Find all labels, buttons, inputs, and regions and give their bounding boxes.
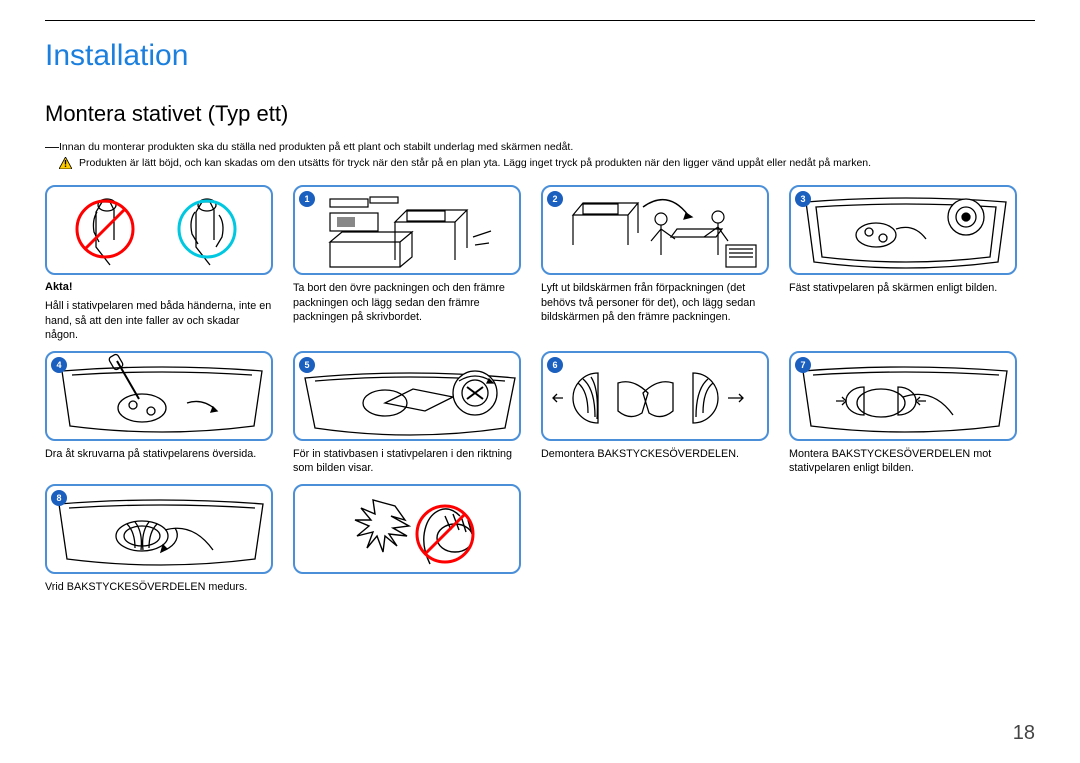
step-final-cell [293, 484, 521, 595]
step-badge-6: 6 [547, 357, 563, 373]
empty-cell-1 [541, 484, 769, 595]
illus-1: 1 [293, 185, 521, 275]
step-7-caption: Montera BAKSTYCKESÖVERDELEN mot stativpe… [789, 447, 1017, 476]
step-5-cell: 5 För in stativbasen i stativpelaren i d… [293, 351, 521, 476]
illus-5: 5 [293, 351, 521, 441]
step-6-caption: Demontera BAKSTYCKESÖVERDELEN. [541, 447, 769, 462]
step-3-caption: Fäst stativpelaren på skärmen enligt bil… [789, 281, 1017, 296]
page-number: 18 [1013, 722, 1035, 745]
step-8-cell: 8 Vrid BAKSTYCKESÖVERDELEN medurs. [45, 484, 273, 595]
top-rule [45, 20, 1035, 21]
illus-2: 2 [541, 185, 769, 275]
caution-cell: Akta! Håll i stativpelaren med båda händ… [45, 185, 273, 343]
step-badge-4: 4 [51, 357, 67, 373]
warning-icon [59, 157, 73, 169]
step-1-caption: Ta bort den övre packningen och den främ… [293, 281, 521, 325]
illus-8: 8 [45, 484, 273, 574]
section-subtitle: Montera stativet (Typ ett) [45, 101, 1035, 127]
step-3-cell: 3 Fäst stativpel [789, 185, 1017, 343]
step-5-caption: För in stativbasen i stativpelaren i den… [293, 447, 521, 476]
step-7-cell: 7 Montera BAKSTYCKESÖVERDELEN mot stat [789, 351, 1017, 476]
step-badge-7: 7 [795, 357, 811, 373]
step-badge-5: 5 [299, 357, 315, 373]
step-1-cell: 1 Ta bort den öv [293, 185, 521, 343]
caution-title: Akta! [45, 281, 273, 293]
illus-7: 7 [789, 351, 1017, 441]
page-title: Installation [45, 39, 1035, 73]
steps-grid: Akta! Håll i stativpelaren med båda händ… [45, 185, 1035, 594]
step-8-caption: Vrid BAKSTYCKESÖVERDELEN medurs. [45, 580, 273, 595]
empty-cell-2 [789, 484, 1017, 595]
step-2-caption: Lyft ut bildskärmen från förpackningen (… [541, 281, 769, 325]
step-badge-2: 2 [547, 191, 563, 207]
step-badge-3: 3 [795, 191, 811, 207]
step-4-cell: 4 Dra åt skruvarna på stativpelarens ö [45, 351, 273, 476]
note-dash-icon: ― [45, 141, 59, 151]
illus-final [293, 484, 521, 574]
caution-caption: Håll i stativpelaren med båda händerna, … [45, 299, 273, 343]
note-1: ― Innan du monterar produkten ska du stä… [45, 141, 1035, 153]
note-2: Produkten är lätt böjd, och kan skadas o… [45, 157, 1035, 169]
step-badge-8: 8 [51, 490, 67, 506]
step-2-cell: 2 [541, 185, 769, 343]
illus-3: 3 [789, 185, 1017, 275]
illus-caution [45, 185, 273, 275]
step-4-caption: Dra åt skruvarna på stativpelarens övers… [45, 447, 273, 462]
note-1-text: Innan du monterar produkten ska du ställ… [59, 141, 573, 153]
illus-6: 6 [541, 351, 769, 441]
note-2-text: Produkten är lätt böjd, och kan skadas o… [79, 157, 871, 169]
step-badge-1: 1 [299, 191, 315, 207]
step-6-cell: 6 Demontera BAKSTYCKESÖVERD [541, 351, 769, 476]
illus-4: 4 [45, 351, 273, 441]
